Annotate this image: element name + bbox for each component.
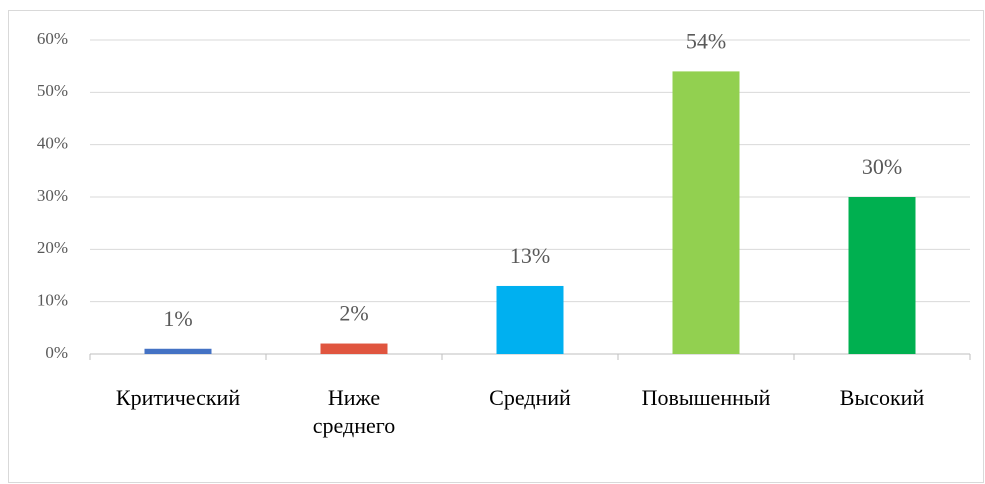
- y-tick-label: 60%: [37, 29, 68, 48]
- y-tick-label: 50%: [37, 81, 68, 100]
- value-label: 30%: [862, 154, 902, 179]
- y-tick-label: 0%: [45, 343, 68, 362]
- y-tick-label: 30%: [37, 186, 68, 205]
- value-label: 13%: [510, 243, 550, 268]
- x-tick-label: Средний: [489, 385, 571, 410]
- bar: [320, 343, 388, 354]
- value-label: 1%: [163, 306, 192, 331]
- y-tick-label: 40%: [37, 134, 68, 153]
- chart-frame: [8, 10, 984, 483]
- y-tick-label: 20%: [37, 238, 68, 257]
- x-tick-label: Повышенный: [641, 385, 771, 410]
- bar: [848, 197, 916, 354]
- bar: [672, 71, 740, 355]
- bar: [496, 285, 564, 354]
- y-tick-label: 10%: [37, 291, 68, 310]
- value-label: 2%: [339, 301, 368, 326]
- x-tick-label: Ниже среднего: [312, 385, 396, 438]
- x-tick-label: Критический: [115, 385, 241, 410]
- x-tick-label: Высокий: [839, 385, 925, 410]
- bar: [144, 348, 212, 354]
- value-label: 54%: [686, 28, 726, 53]
